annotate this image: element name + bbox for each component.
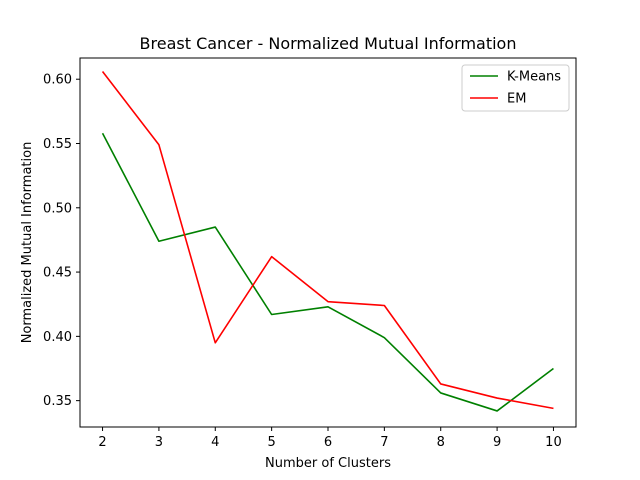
x-tick-label: 7 <box>380 435 388 450</box>
y-tick-label: 0.40 <box>43 330 72 345</box>
series-layer <box>101 71 554 412</box>
series-line-k-means <box>101 132 554 412</box>
series-line-em <box>101 71 554 410</box>
legend-label-k-means: K-Means <box>507 70 561 85</box>
y-tick-label: 0.55 <box>43 137 72 152</box>
ticks-layer: 2 3 4 5 6 7 8 9 10 0.35 0.40 0.45 0.50 0.55 0.60 <box>43 73 562 450</box>
x-tick-label: 2 <box>98 435 106 450</box>
legend: K-Means EM <box>461 64 570 112</box>
x-axis-label: Number of Clusters <box>265 456 391 471</box>
y-tick-label: 0.50 <box>43 201 72 216</box>
x-tick-label: 3 <box>155 435 163 450</box>
plot-frame <box>79 57 577 428</box>
x-tick-label: 10 <box>545 435 562 450</box>
legend-label-em: EM <box>507 92 526 107</box>
y-tick-label: 0.60 <box>43 73 72 88</box>
y-tick-label: 0.35 <box>43 394 72 409</box>
x-tick-label: 4 <box>211 435 219 450</box>
x-tick-label: 9 <box>493 435 501 450</box>
y-tick-label: 0.45 <box>43 266 72 281</box>
x-tick-label: 8 <box>437 435 445 450</box>
x-tick-label: 6 <box>324 435 332 450</box>
x-tick-label: 5 <box>267 435 275 450</box>
chart-title: Breast Cancer - Normalized Mutual Inform… <box>140 34 517 53</box>
y-axis-label: Normalized Mutual Information <box>20 142 35 344</box>
